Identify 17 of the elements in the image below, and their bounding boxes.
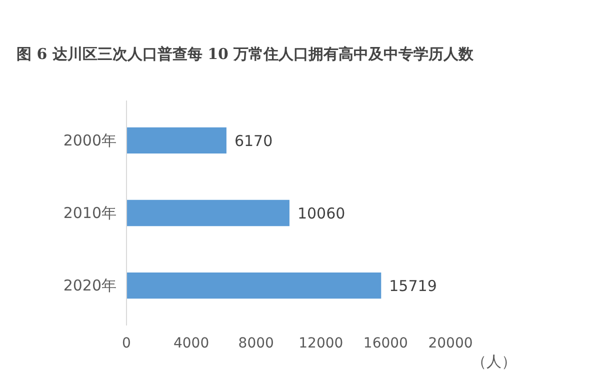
x-tick-label: 8000	[238, 336, 274, 352]
y-tick-label: 2010年	[63, 204, 117, 222]
y-tick-label: 2000年	[63, 131, 117, 150]
x-tick-label: 16000	[363, 336, 408, 352]
bar	[126, 200, 290, 226]
data-label: 10060	[297, 204, 346, 222]
data-label: 15719	[389, 277, 437, 296]
x-tick-label: 4000	[173, 336, 210, 352]
y-tick-label: 2020年	[63, 276, 117, 295]
x-tick-label: 20000	[428, 336, 473, 352]
x-tick-label: 0	[122, 336, 131, 352]
data-label: 6170	[234, 132, 273, 150]
x-axis-title: （人）	[472, 352, 516, 370]
x-tick-label: 12000	[298, 336, 344, 352]
chart-title: 图 6 达川区三次人口普查每 10 万常住人口拥有高中及中专学历人数	[16, 45, 475, 63]
bar	[126, 272, 382, 299]
bar	[126, 127, 226, 154]
